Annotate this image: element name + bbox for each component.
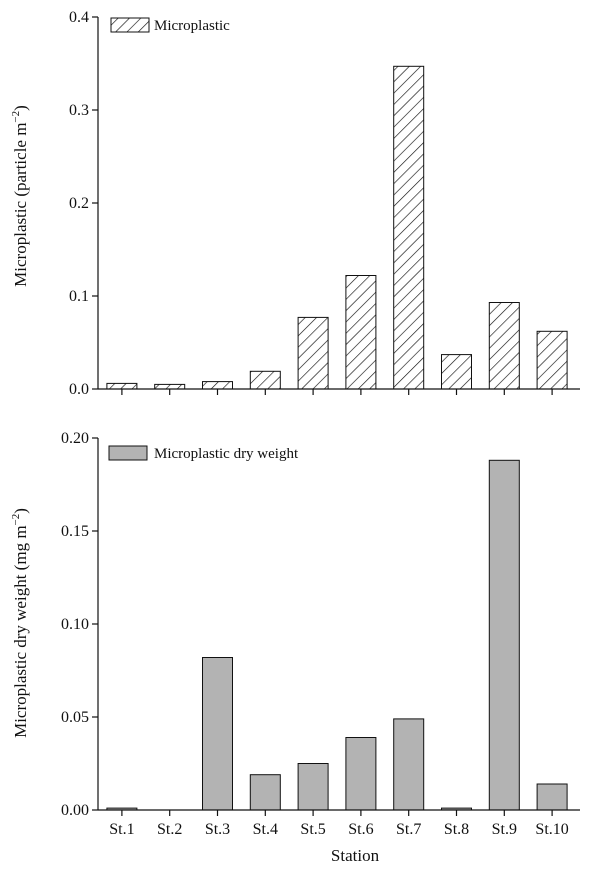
top-legend-label: Microplastic	[154, 18, 230, 34]
bottom-y-tick-label: 0.15	[61, 523, 89, 540]
bar-St.4	[249, 370, 281, 390]
top-y-axis-title: Microplastic (particle m−2)	[10, 105, 30, 287]
x-tick-label-St.2: St.2	[157, 821, 182, 838]
bottom-bars	[106, 459, 568, 811]
x-tick-label-St.4: St.4	[253, 821, 278, 838]
x-tick-label-St.1: St.1	[109, 821, 134, 838]
bar-St.5	[297, 763, 329, 811]
bottom-y-tick-label: 0.05	[61, 709, 89, 726]
bar-St.7	[393, 65, 425, 390]
bar-St.6	[345, 275, 377, 390]
bar-St.1	[106, 382, 138, 390]
top-panel: 0.0 0.1 0.2 0.3 0.4 Microplastic Microplasti…	[10, 9, 580, 398]
bar-St.2	[154, 383, 186, 390]
x-axis-title: Station	[331, 846, 380, 865]
x-tick-label-St.9: St.9	[492, 821, 517, 838]
bar-St.3	[202, 381, 233, 390]
top-x-axis	[98, 388, 580, 395]
top-y-tick-label: 0.2	[69, 195, 89, 212]
bottom-y-tick-label: 0.00	[61, 802, 89, 819]
bar-St.4	[249, 774, 281, 811]
bottom-y-tick-label: 0.10	[61, 616, 89, 633]
top-legend: Microplastic	[110, 17, 230, 34]
top-y-tick-label: 0.3	[69, 102, 89, 119]
bar-St.9	[488, 302, 520, 390]
bar-St.8	[441, 354, 472, 390]
bottom-x-axis: St.1 St.2 St.3 St.4 St.5 St.6 St.7 St.8 St.9 St.1…	[98, 809, 580, 838]
top-y-tick-label: 0.4	[69, 9, 89, 26]
bottom-legend-label: Microplastic dry weight	[154, 446, 299, 462]
top-bars	[106, 65, 568, 390]
bar-St.7	[393, 718, 425, 811]
bottom-y-tick-label: 0.20	[61, 430, 89, 447]
x-tick-label-St.3: St.3	[205, 821, 230, 838]
x-tick-label-St.6: St.6	[348, 821, 373, 838]
bar-St.10	[536, 783, 568, 811]
top-y-tick-label: 0.1	[69, 288, 89, 305]
x-tick-label-St.10: St.10	[535, 821, 568, 838]
x-tick-label-St.5: St.5	[300, 821, 325, 838]
bottom-legend-swatch	[108, 445, 148, 461]
bar-St.3	[202, 657, 233, 811]
top-y-axis: 0.0 0.1 0.2 0.3 0.4	[69, 9, 99, 398]
bar-St.5	[297, 316, 329, 390]
bottom-panel: 0.000.050.100.150.20 St.1 St.2 St.3 St.4 St.…	[10, 430, 580, 865]
bottom-y-axis: 0.00 0.05 0.10 0.15 0.20	[61, 430, 99, 819]
top-legend-swatch	[110, 17, 150, 33]
x-tick-label-St.7: St.7	[396, 821, 421, 838]
bar-St.10	[536, 330, 568, 390]
bar-St.9	[488, 459, 520, 811]
bottom-legend: Microplastic dry weight	[108, 445, 299, 462]
bottom-y-axis-title: Microplastic dry weight (mg m−2)	[10, 508, 30, 738]
x-tick-label-St.8: St.8	[444, 821, 469, 838]
top-y-tick-label: 0.0	[69, 381, 89, 398]
bar-St.6	[345, 737, 377, 811]
